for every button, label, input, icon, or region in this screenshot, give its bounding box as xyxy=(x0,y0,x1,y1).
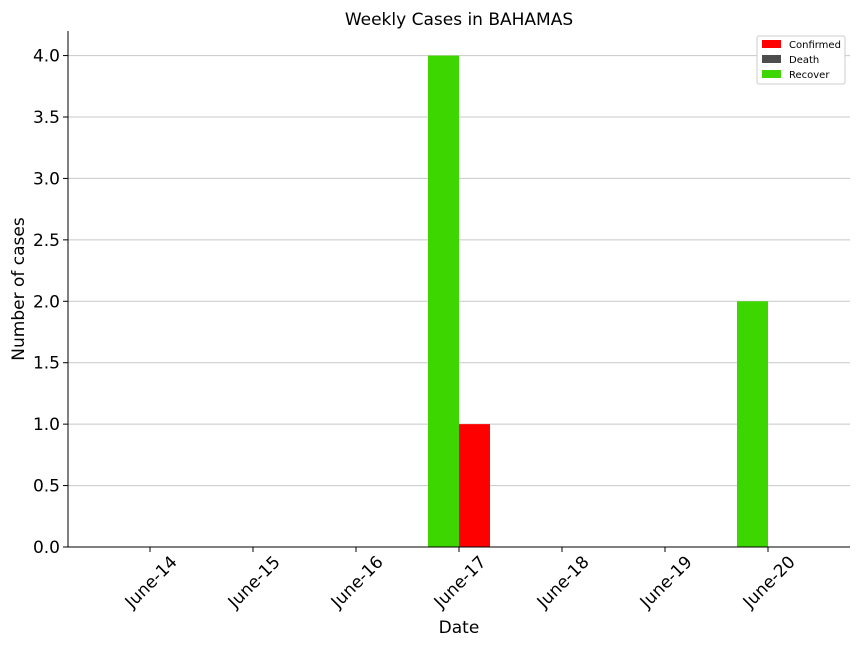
y-tick-label: 2.0 xyxy=(33,292,60,312)
y-axis-label: Number of cases xyxy=(9,217,29,361)
legend-label-confirmed: Confirmed xyxy=(789,40,841,51)
y-tick-label: 3.0 xyxy=(33,169,60,189)
y-tick-label: 0.5 xyxy=(33,477,60,497)
y-tick-label: 1.5 xyxy=(33,354,60,374)
x-tick-label: June-17 xyxy=(430,552,491,613)
y-tick-label: 4.0 xyxy=(33,47,60,67)
x-tick-label: June-14 xyxy=(121,552,182,613)
y-ticks: 0.0 0.5 1.0 1.5 2.0 2.5 3.0 3.5 4.0 xyxy=(33,47,68,558)
bar-confirmed-june-17 xyxy=(459,424,490,547)
legend-label-recover: Recover xyxy=(789,70,830,81)
x-axis-label: Date xyxy=(439,618,480,638)
bar-recover-june-20 xyxy=(737,301,768,547)
x-tick-label: June-15 xyxy=(224,552,285,613)
bars xyxy=(428,55,768,547)
legend-label-death: Death xyxy=(789,55,819,66)
x-tick-label: June-19 xyxy=(636,552,697,613)
x-ticks: June-14 June-15 June-16 June-17 June-18 June-… xyxy=(121,547,800,613)
chart-title: Weekly Cases in BAHAMAS xyxy=(345,10,573,30)
x-tick-label: June-18 xyxy=(533,552,594,613)
y-tick-label: 2.5 xyxy=(33,231,60,251)
x-tick-label: June-20 xyxy=(739,552,800,613)
legend: Confirmed Death Recover xyxy=(756,35,846,85)
y-tick-label: 1.0 xyxy=(33,415,60,435)
y-tick-label: 0.0 xyxy=(33,538,60,558)
x-tick-label: June-16 xyxy=(327,552,388,613)
bar-recover-june-17 xyxy=(428,55,459,547)
legend-swatch-confirmed xyxy=(762,40,781,48)
legend-swatch-recover xyxy=(762,70,781,78)
y-tick-label: 3.5 xyxy=(33,108,60,128)
legend-swatch-death xyxy=(762,55,781,63)
